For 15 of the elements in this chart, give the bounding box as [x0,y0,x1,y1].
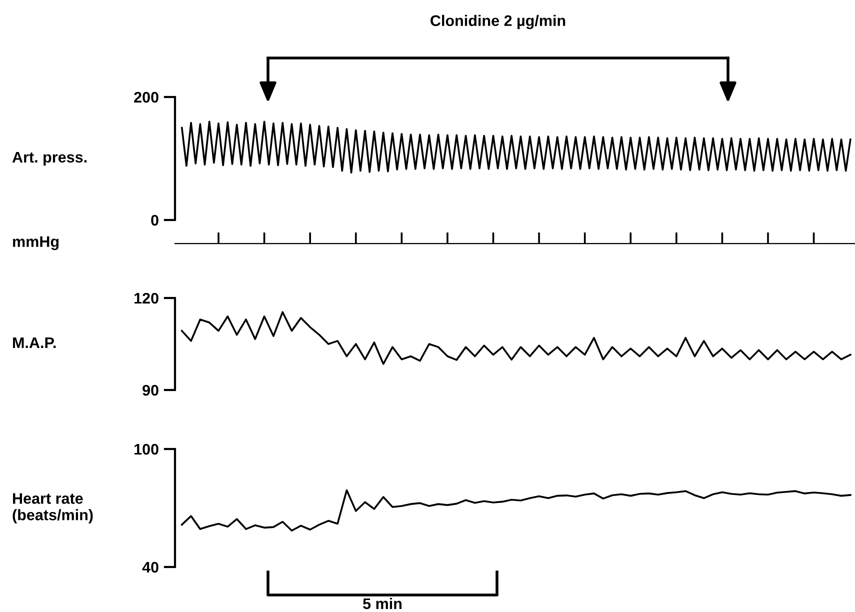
y-axis-title: Art. press. [12,152,87,166]
y-axis-title: M.A.P. [13,337,56,348]
line-series [180,120,852,174]
y-tick-label: 40 [142,562,158,573]
y-tick-label: 90 [142,384,158,396]
text: 5 min [363,598,402,610]
text: mmHg [13,236,59,250]
line-series [180,489,852,532]
y-tick-label: 200 [134,92,158,103]
y-tick-label: 120 [134,292,158,304]
y-axis-title: Heart rate (beats/min) [12,493,93,524]
line-series [180,311,852,365]
y-tick-label: 0 [151,214,158,226]
y-tick-label: 100 [134,444,158,455]
text: Clonidine 2 µg/min [430,14,566,30]
